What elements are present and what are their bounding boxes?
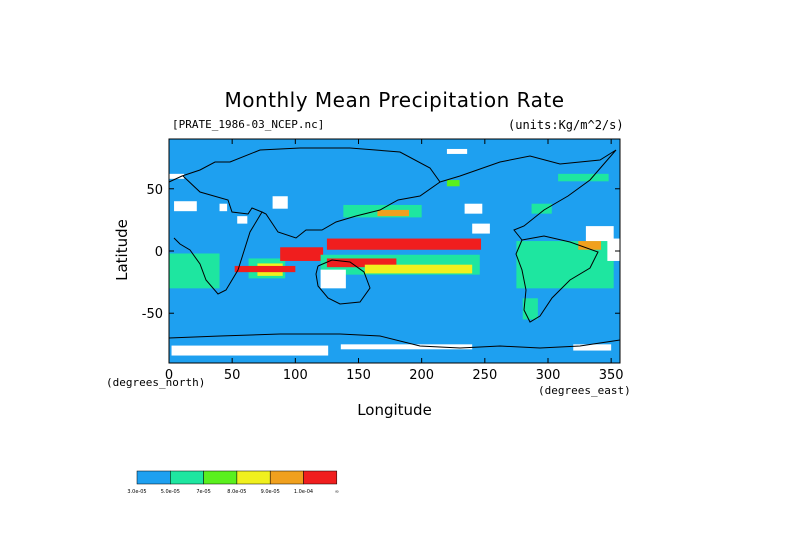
y-axis-unit: (degrees_north) <box>106 376 206 389</box>
colorbar-label-4: 9.0e-05 <box>261 489 280 495</box>
colorbar-label-6: ∞ <box>335 489 339 495</box>
units-label: (units:Kg/m^2/s) <box>508 118 624 132</box>
coastline-north-america <box>439 149 617 241</box>
missing-region-13 <box>573 344 612 351</box>
x-tick-label-200: 200 <box>409 368 434 383</box>
missing-region-0 <box>169 173 185 179</box>
heat-region-15 <box>558 173 609 182</box>
heat-region-13 <box>578 241 602 250</box>
coastline-africa <box>173 175 263 295</box>
missing-region-12 <box>340 344 473 350</box>
x-axis-ticks: 0 50 100 150 200 250 300 350 <box>165 139 624 383</box>
plot-border <box>168 138 621 364</box>
colorbar-label-0: 3.0e-05 <box>127 489 146 495</box>
chart-title: Monthly Mean Precipitation Rate <box>224 88 565 112</box>
x-tick-label-100: 100 <box>283 368 308 383</box>
x-axis-unit: (degrees_east) <box>538 384 631 397</box>
x-tick-label-0: 0 <box>165 368 173 383</box>
heat-region-7 <box>326 258 397 268</box>
missing-region-11 <box>171 345 329 356</box>
x-axis-title: Longitude <box>357 401 432 419</box>
heat-region-3 <box>234 265 296 273</box>
x-tick-label-350: 350 <box>599 368 624 383</box>
coastlines <box>168 147 621 349</box>
x-tick-label-300: 300 <box>536 368 561 383</box>
colorbar-cell-2 <box>203 470 238 485</box>
colorbar-cell-1 <box>170 470 204 485</box>
x-tick-label-50: 50 <box>224 368 241 383</box>
missing-region-9 <box>607 238 620 261</box>
missing-region-1 <box>174 201 197 212</box>
colorbar-label-5: 1.0e-04 <box>294 489 313 495</box>
y-axis-title: Latitude <box>113 219 131 281</box>
coastline-antarctica <box>168 333 621 349</box>
missing-region-5 <box>320 269 346 289</box>
heat-region-0 <box>169 253 220 289</box>
y-tick-label-50: 50 <box>146 183 163 198</box>
heat-region-16 <box>531 203 552 214</box>
colorbar-label-3: 8.0e-05 <box>227 489 246 495</box>
missing-region-8 <box>585 226 614 242</box>
heat-region-5 <box>326 238 482 250</box>
y-tick-label--50: -50 <box>142 307 163 322</box>
file-name-label: [PRATE_1986-03_NCEP.nc] <box>172 118 325 131</box>
coastline-eurasia <box>168 147 441 239</box>
y-axis-ticks: 50 0 -50 <box>142 183 620 322</box>
colorbar-cell-4 <box>269 470 304 485</box>
missing-region-6 <box>464 203 483 214</box>
missing-region-3 <box>272 196 288 209</box>
coastline-south-america <box>515 235 599 323</box>
missing-data-layer <box>169 148 620 356</box>
colorbar-cell-0 <box>136 470 171 485</box>
heat-region-10 <box>377 209 410 217</box>
missing-region-4 <box>237 216 248 224</box>
colorbar-cell-5 <box>303 470 338 485</box>
missing-region-10 <box>446 148 468 154</box>
x-tick-label-150: 150 <box>346 368 371 383</box>
colorbar: 3.0e-05 5.0e-05 7e-05 8.0e-05 9.0e-05 1.0e-04… <box>127 470 339 495</box>
x-tick-label-250: 250 <box>472 368 497 383</box>
heat-region-4 <box>280 247 324 261</box>
coastline-australia <box>315 259 371 305</box>
heat-region-8 <box>364 264 473 274</box>
y-tick-label-0: 0 <box>155 245 163 260</box>
missing-region-7 <box>472 223 490 234</box>
colorbar-label-1: 5.0e-05 <box>161 489 180 495</box>
colorbar-cell-3 <box>236 470 271 485</box>
heat-region-17 <box>446 180 460 187</box>
colorbar-label-2: 7e-05 <box>196 489 210 495</box>
missing-region-2 <box>219 203 228 212</box>
